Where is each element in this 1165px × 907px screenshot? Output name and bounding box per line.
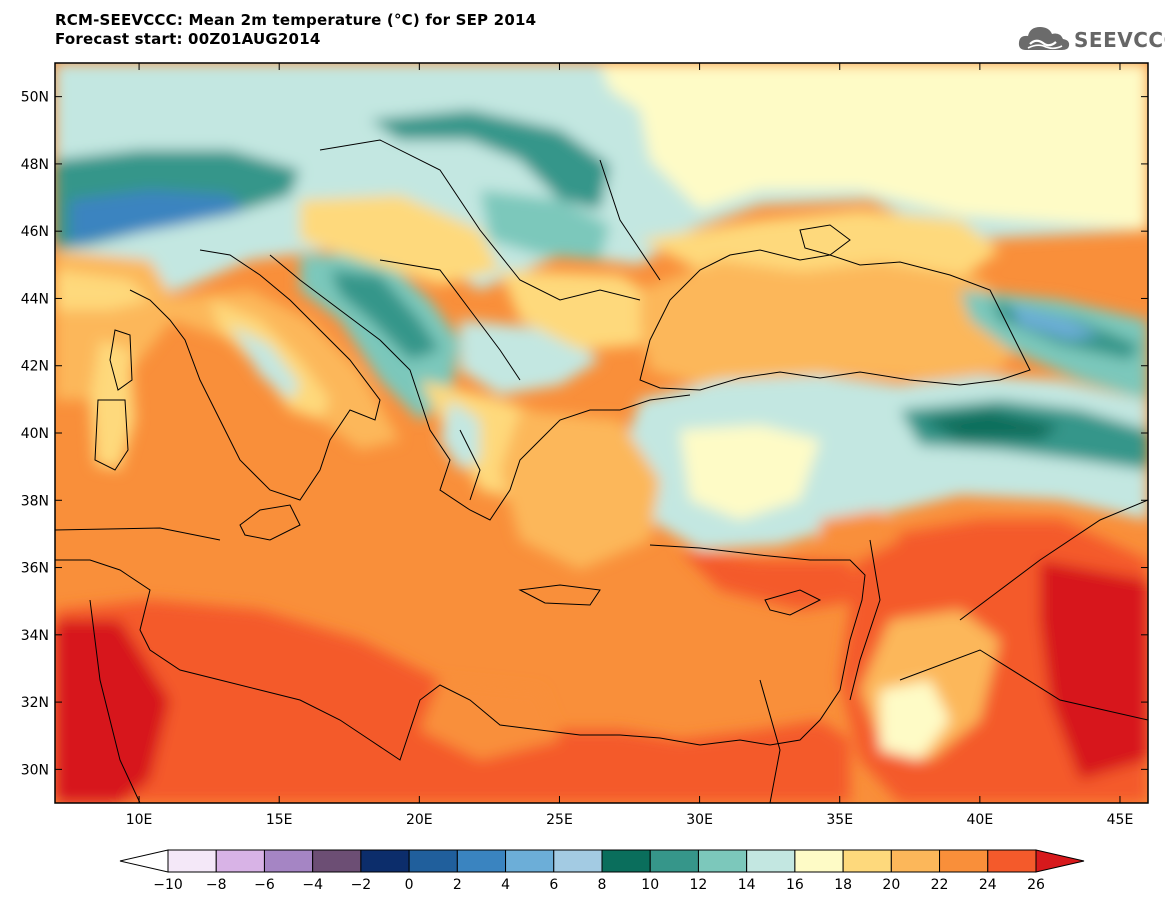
- lat-tick-label: 42N: [21, 359, 49, 375]
- colorbar-swatch: [215, 849, 265, 873]
- lon-tick-label: 20E: [406, 812, 433, 828]
- lon-tick-label: 30E: [686, 812, 713, 828]
- colorbar-swatch: [987, 849, 1037, 873]
- lat-tick-label: 32N: [21, 695, 49, 711]
- colorbar-level-label: −4: [302, 877, 323, 893]
- colorbar-swatch: [939, 849, 989, 873]
- colorbar-level-label: 24: [979, 877, 997, 893]
- lon-tick-label: 25E: [546, 812, 573, 828]
- colorbar-level-label: 20: [882, 877, 900, 893]
- colorbar-level-label: −10: [153, 877, 183, 893]
- lat-tick-label: 50N: [21, 90, 49, 106]
- latitude-axis: 30N 32N 34N 36N 38N 40N 42N 44N 46N 48N 50N: [21, 90, 1148, 778]
- map-title: RCM-SEEVCCC: Mean 2m temperature (°C) fo…: [55, 11, 537, 29]
- colorbar-level-label: 6: [549, 877, 558, 893]
- longitude-axis: 10E 15E 20E 25E 30E 35E 40E 45E: [126, 63, 1134, 828]
- lat-tick-label: 34N: [21, 628, 49, 644]
- colorbar-level-label: 2: [453, 877, 462, 893]
- coastlines: [55, 139, 1148, 803]
- colorbar-level-label: 18: [834, 877, 852, 893]
- lon-tick-label: 40E: [967, 812, 994, 828]
- colorbar-level-label: −2: [351, 877, 372, 893]
- lat-tick-label: 46N: [21, 224, 49, 240]
- lat-tick-label: 38N: [21, 493, 49, 509]
- colorbar-swatch: [890, 849, 941, 873]
- colorbar-level-label: 12: [690, 877, 708, 893]
- colorbar-swatch: [842, 849, 892, 873]
- temperature-field: [55, 63, 1148, 803]
- colorbar-level-label: 0: [405, 877, 414, 893]
- colorbar-level-label: −6: [254, 877, 275, 893]
- lat-tick-label: 40N: [21, 426, 49, 442]
- colorbar-level-label: 4: [501, 877, 510, 893]
- colorbar-swatch: [360, 849, 410, 873]
- lon-tick-label: 15E: [266, 812, 293, 828]
- cloud-icon: [1018, 27, 1070, 50]
- colorbar-swatch: [408, 849, 458, 873]
- colorbar-swatch: [697, 849, 748, 873]
- colorbar-swatch: [456, 849, 507, 873]
- forecast-start-label: Forecast start: 00Z01AUG2014: [55, 30, 321, 48]
- colorbar-level-label: 14: [738, 877, 756, 893]
- colorbar-level-label: −8: [206, 877, 227, 893]
- colorbar-above-triangle: [1035, 849, 1085, 873]
- lon-tick-label: 45E: [1107, 812, 1134, 828]
- colorbar-swatch: [553, 849, 603, 873]
- lat-tick-label: 36N: [21, 561, 49, 577]
- colorbar-swatch: [649, 849, 699, 873]
- colorbar-level-label: 16: [786, 877, 804, 893]
- colorbar: −10 −8 −6 −4 −2 0 2 4 6 8 10 12 14 16 18 20 22 24 26: [119, 849, 1085, 893]
- lat-tick-label: 44N: [21, 291, 49, 307]
- colorbar-swatch: [746, 849, 796, 873]
- colorbar-below-triangle: [119, 849, 169, 873]
- colorbar-swatch: [263, 849, 314, 873]
- colorbar-level-label: 10: [641, 877, 659, 893]
- lon-tick-label: 10E: [126, 812, 153, 828]
- colorbar-swatch: [167, 849, 217, 873]
- colorbar-level-label: 26: [1027, 877, 1045, 893]
- lat-tick-label: 48N: [21, 157, 49, 173]
- lat-tick-label: 30N: [21, 762, 49, 778]
- logo-text: SEEVCCC: [1074, 28, 1165, 52]
- colorbar-level-label: 8: [598, 877, 607, 893]
- colorbar-level-label: 22: [931, 877, 949, 893]
- colorbar-swatch: [312, 849, 362, 873]
- lon-tick-label: 35E: [826, 812, 853, 828]
- colorbar-swatch: [505, 849, 555, 873]
- colorbar-swatch: [794, 849, 844, 873]
- seevccc-logo: SEEVCCC: [1016, 22, 1165, 56]
- colorbar-swatch: [601, 849, 651, 873]
